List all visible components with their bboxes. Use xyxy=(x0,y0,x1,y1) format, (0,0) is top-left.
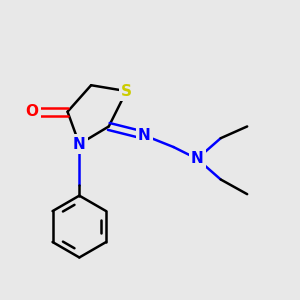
Text: N: N xyxy=(138,128,151,143)
Text: N: N xyxy=(73,136,86,152)
Text: O: O xyxy=(26,104,39,119)
Text: S: S xyxy=(121,84,132,99)
Text: N: N xyxy=(191,151,203,166)
